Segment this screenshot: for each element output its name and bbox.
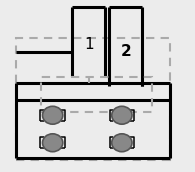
Circle shape xyxy=(43,134,63,152)
Text: 2: 2 xyxy=(120,44,131,59)
Text: 1: 1 xyxy=(84,37,94,52)
Circle shape xyxy=(112,134,132,152)
Circle shape xyxy=(43,106,63,124)
Circle shape xyxy=(112,106,132,124)
